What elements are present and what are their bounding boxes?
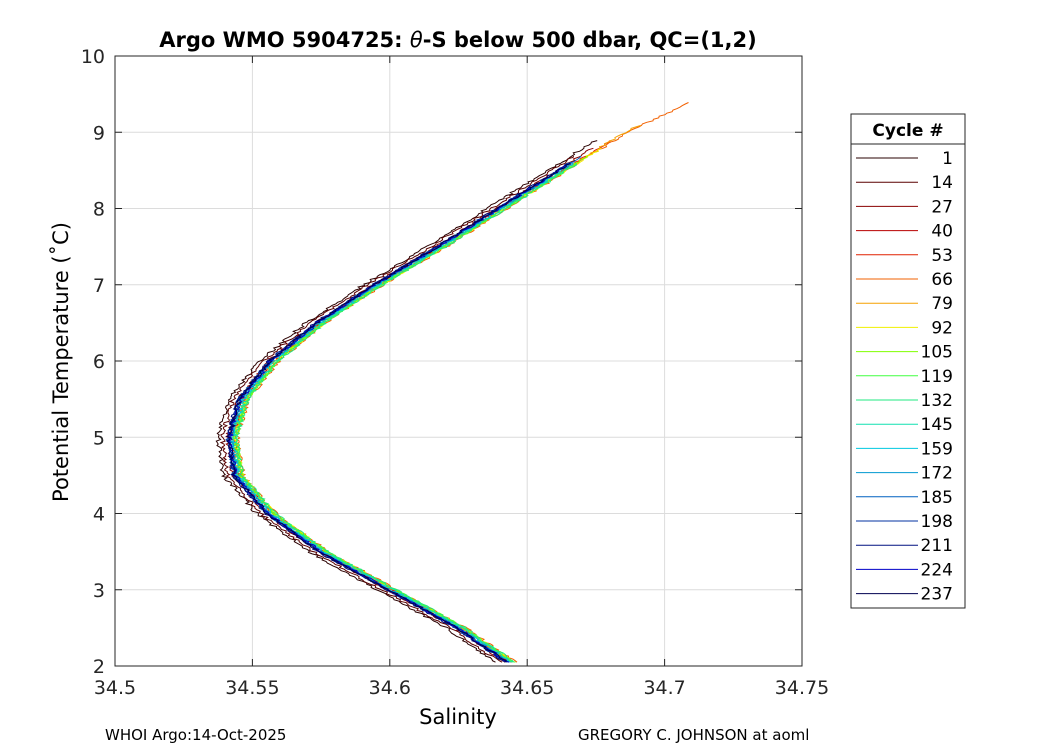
series-line-cycle-132 <box>234 163 578 663</box>
legend-label-119: 119 <box>921 367 953 387</box>
legend-label-14: 14 <box>931 173 953 193</box>
title-theta-symbol: θ <box>410 28 423 52</box>
chart-title: Argo WMO 5904725: θ-S below 500 dbar, QC… <box>159 28 756 52</box>
legend-label-53: 53 <box>931 246 953 266</box>
x-tick-label: 34.5 <box>94 677 136 699</box>
x-tick-label: 34.65 <box>500 677 554 699</box>
legend-label-132: 132 <box>921 391 953 411</box>
legend-label-198: 198 <box>921 512 953 532</box>
legend-label-105: 105 <box>921 343 953 363</box>
x-tick-label: 34.55 <box>225 677 279 699</box>
title-prefix: Argo WMO 5904725: <box>159 28 410 52</box>
legend-label-1: 1 <box>942 149 953 169</box>
legend-label-211: 211 <box>921 536 953 556</box>
legend-label-66: 66 <box>931 270 953 290</box>
footer-author: GREGORY C. JOHNSON at aoml <box>578 726 810 744</box>
legend-label-237: 237 <box>921 585 953 605</box>
legend-label-185: 185 <box>921 488 953 508</box>
series-layer <box>215 102 689 663</box>
y-tick-label: 10 <box>81 46 105 68</box>
y-tick-label: 9 <box>93 122 105 144</box>
y-tick-label: 5 <box>93 427 105 449</box>
legend-label-224: 224 <box>921 560 953 580</box>
x-axis-label: Salinity <box>419 705 497 729</box>
y-tick-label: 3 <box>93 580 105 602</box>
legend-label-145: 145 <box>921 415 953 435</box>
y-tick-label: 8 <box>93 199 105 221</box>
legend-label-79: 79 <box>931 294 953 314</box>
legend-label-92: 92 <box>931 318 953 338</box>
series-line-cycle-14 <box>219 155 574 663</box>
legend: Cycle # 1 14 27 40 53 66 79 92 105 119 132 145 159 17… <box>850 113 966 609</box>
y-axis-label: Potential Temperature (˚C) <box>49 222 73 502</box>
x-tick-label: 34.6 <box>369 677 411 699</box>
series-line-cycle-211 <box>225 170 558 663</box>
axis-ticks: 34.5 34.55 34.6 34.65 34.7 34.75 2 3 4 5 6 7 8 9 10 <box>81 46 829 699</box>
legend-box <box>850 113 966 609</box>
y-tick-label: 2 <box>93 656 105 678</box>
x-tick-label: 34.7 <box>643 677 685 699</box>
y-tick-label: 4 <box>93 504 105 526</box>
legend-label-40: 40 <box>931 222 953 242</box>
series-line-cycle-237 <box>225 163 571 663</box>
x-tick-label: 34.75 <box>775 677 829 699</box>
y-tick-label: 6 <box>93 351 105 373</box>
legend-label-172: 172 <box>921 464 953 484</box>
series-line-cycle-159 <box>230 163 574 663</box>
y-tick-label: 7 <box>93 275 105 297</box>
series-line-cycle-224 <box>227 163 571 663</box>
legend-label-159: 159 <box>921 439 953 459</box>
footer-date: WHOI Argo:14-Oct-2025 <box>105 726 287 744</box>
legend-items: 1 14 27 40 53 66 79 92 105 119 132 145 159 172 185 198 2… <box>856 149 953 605</box>
legend-title: Cycle # <box>872 121 943 141</box>
legend-label-27: 27 <box>931 197 953 217</box>
title-suffix: -S below 500 dbar, QC=(1,2) <box>423 28 757 52</box>
